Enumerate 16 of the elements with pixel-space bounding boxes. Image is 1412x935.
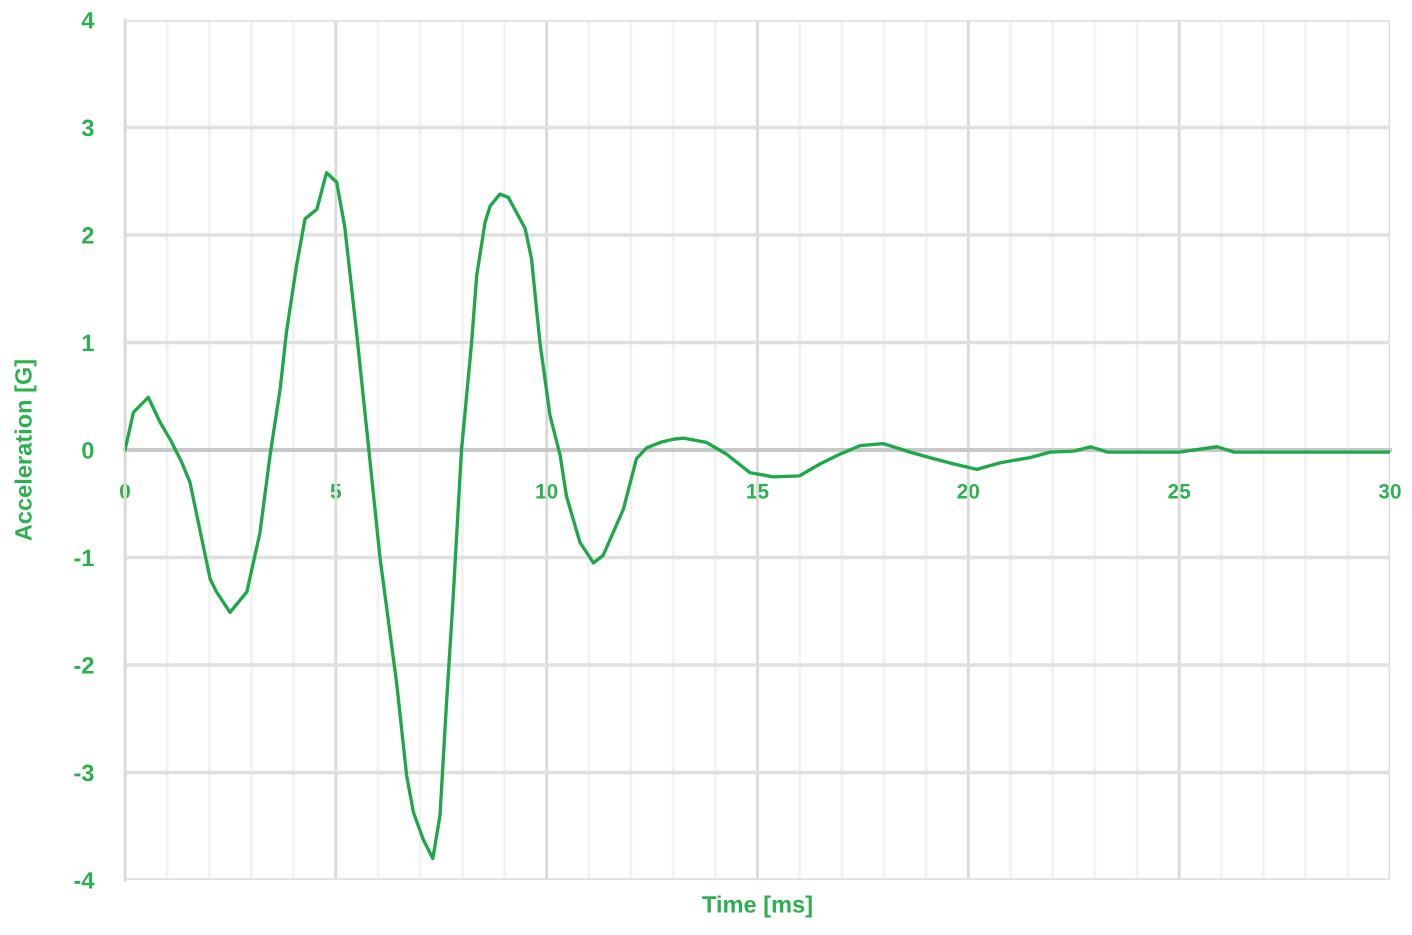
y-tick-label: -1	[74, 549, 94, 567]
x-tick-label: 20	[957, 483, 980, 499]
x-tick-label: 30	[1378, 483, 1401, 499]
x-tick-label: 15	[747, 484, 769, 499]
x-tick-label: 25	[1168, 483, 1191, 499]
y-tick-label: 0	[82, 442, 94, 459]
y-tick-label: 4	[81, 12, 95, 29]
y-tick-label: 1	[82, 334, 94, 352]
x-axis-title: Time [ms]	[702, 895, 812, 918]
y-tick-label: -2	[74, 657, 94, 674]
y-axis-title: Acceleration [G]	[14, 360, 37, 541]
y-tick-label: -4	[74, 872, 95, 889]
y-tick-label: 3	[81, 119, 94, 137]
x-tick-label: 10	[536, 483, 558, 499]
y-tick-label: -3	[74, 764, 94, 782]
y-tick-label: 2	[82, 227, 94, 244]
